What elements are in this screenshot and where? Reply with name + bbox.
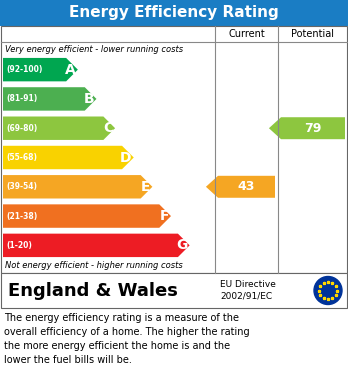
Text: 43: 43 — [238, 180, 255, 193]
Text: (39-54): (39-54) — [6, 182, 37, 191]
Text: EU Directive
2002/91/EC: EU Directive 2002/91/EC — [220, 280, 276, 301]
Polygon shape — [269, 117, 345, 139]
Polygon shape — [3, 117, 115, 140]
Text: (81-91): (81-91) — [6, 95, 37, 104]
Polygon shape — [3, 58, 78, 81]
Text: A: A — [65, 63, 76, 77]
Text: Energy Efficiency Rating: Energy Efficiency Rating — [69, 5, 279, 20]
Bar — [1, 273, 347, 308]
Text: F: F — [159, 209, 169, 223]
Text: 79: 79 — [304, 122, 322, 135]
Polygon shape — [3, 175, 152, 199]
Text: Very energy efficient - lower running costs: Very energy efficient - lower running co… — [5, 45, 183, 54]
Text: (21-38): (21-38) — [6, 212, 37, 221]
Text: Not energy efficient - higher running costs: Not energy efficient - higher running co… — [5, 261, 183, 270]
Text: E: E — [141, 180, 150, 194]
Text: (92-100): (92-100) — [6, 65, 42, 74]
Polygon shape — [3, 146, 134, 169]
Text: England & Wales: England & Wales — [8, 282, 178, 300]
Text: G: G — [176, 239, 188, 252]
Text: The energy efficiency rating is a measure of the
overall efficiency of a home. T: The energy efficiency rating is a measur… — [4, 313, 250, 365]
Text: D: D — [120, 151, 132, 165]
Text: B: B — [84, 92, 94, 106]
Text: Current: Current — [228, 29, 265, 39]
Polygon shape — [3, 87, 96, 111]
Text: (69-80): (69-80) — [6, 124, 37, 133]
Polygon shape — [3, 204, 171, 228]
Bar — [0, 0, 348, 26]
Polygon shape — [3, 234, 190, 257]
Text: Potential: Potential — [292, 29, 334, 39]
Bar — [1, 26, 347, 273]
Polygon shape — [206, 176, 275, 198]
Text: (1-20): (1-20) — [6, 241, 32, 250]
Circle shape — [314, 276, 342, 305]
Text: C: C — [103, 121, 113, 135]
Text: (55-68): (55-68) — [6, 153, 37, 162]
